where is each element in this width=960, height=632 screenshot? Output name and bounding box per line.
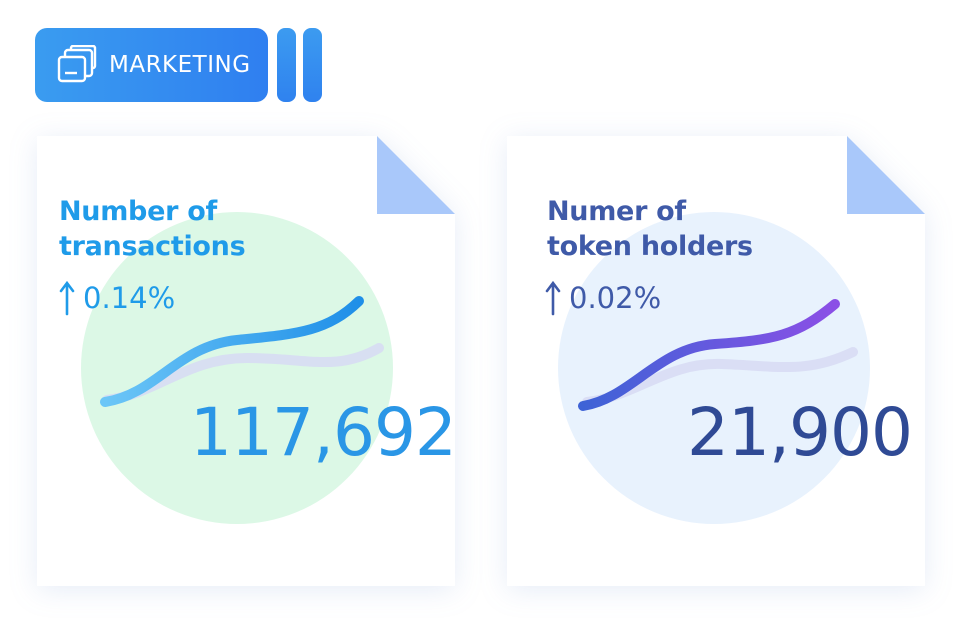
change-value: 0.02%: [569, 281, 662, 315]
marketing-tag[interactable]: MARKETING: [35, 28, 268, 102]
change-value: 0.14%: [83, 281, 176, 315]
change-indicator: 0.02%: [545, 280, 661, 316]
arrow-up-icon: [59, 280, 75, 316]
tag-label: MARKETING: [109, 52, 251, 78]
trend-chart: [578, 299, 858, 411]
trend-chart: [100, 296, 384, 407]
token-holders-card: Numer of token holders 0.02% 21,900: [507, 136, 925, 586]
trend-shadow-line: [102, 343, 384, 405]
trend-line: [578, 299, 840, 411]
change-indicator: 0.14%: [59, 280, 175, 316]
pause-bar-right[interactable]: [303, 28, 322, 102]
transactions-card: Number of transactions 0.14% 117,692: [37, 136, 455, 586]
folded-corner: [847, 136, 925, 214]
card-title: Number of transactions: [59, 196, 246, 262]
card-circle-bg: [81, 212, 393, 524]
metric-value: 21,900: [687, 394, 913, 471]
trend-line: [100, 296, 364, 407]
card-title: Numer of token holders: [547, 196, 753, 262]
pause-bar-left[interactable]: [277, 28, 296, 102]
metric-value: 117,692: [190, 394, 456, 471]
folded-corner: [377, 136, 455, 214]
arrow-up-icon: [545, 280, 561, 316]
stacked-windows-icon: [57, 45, 97, 83]
